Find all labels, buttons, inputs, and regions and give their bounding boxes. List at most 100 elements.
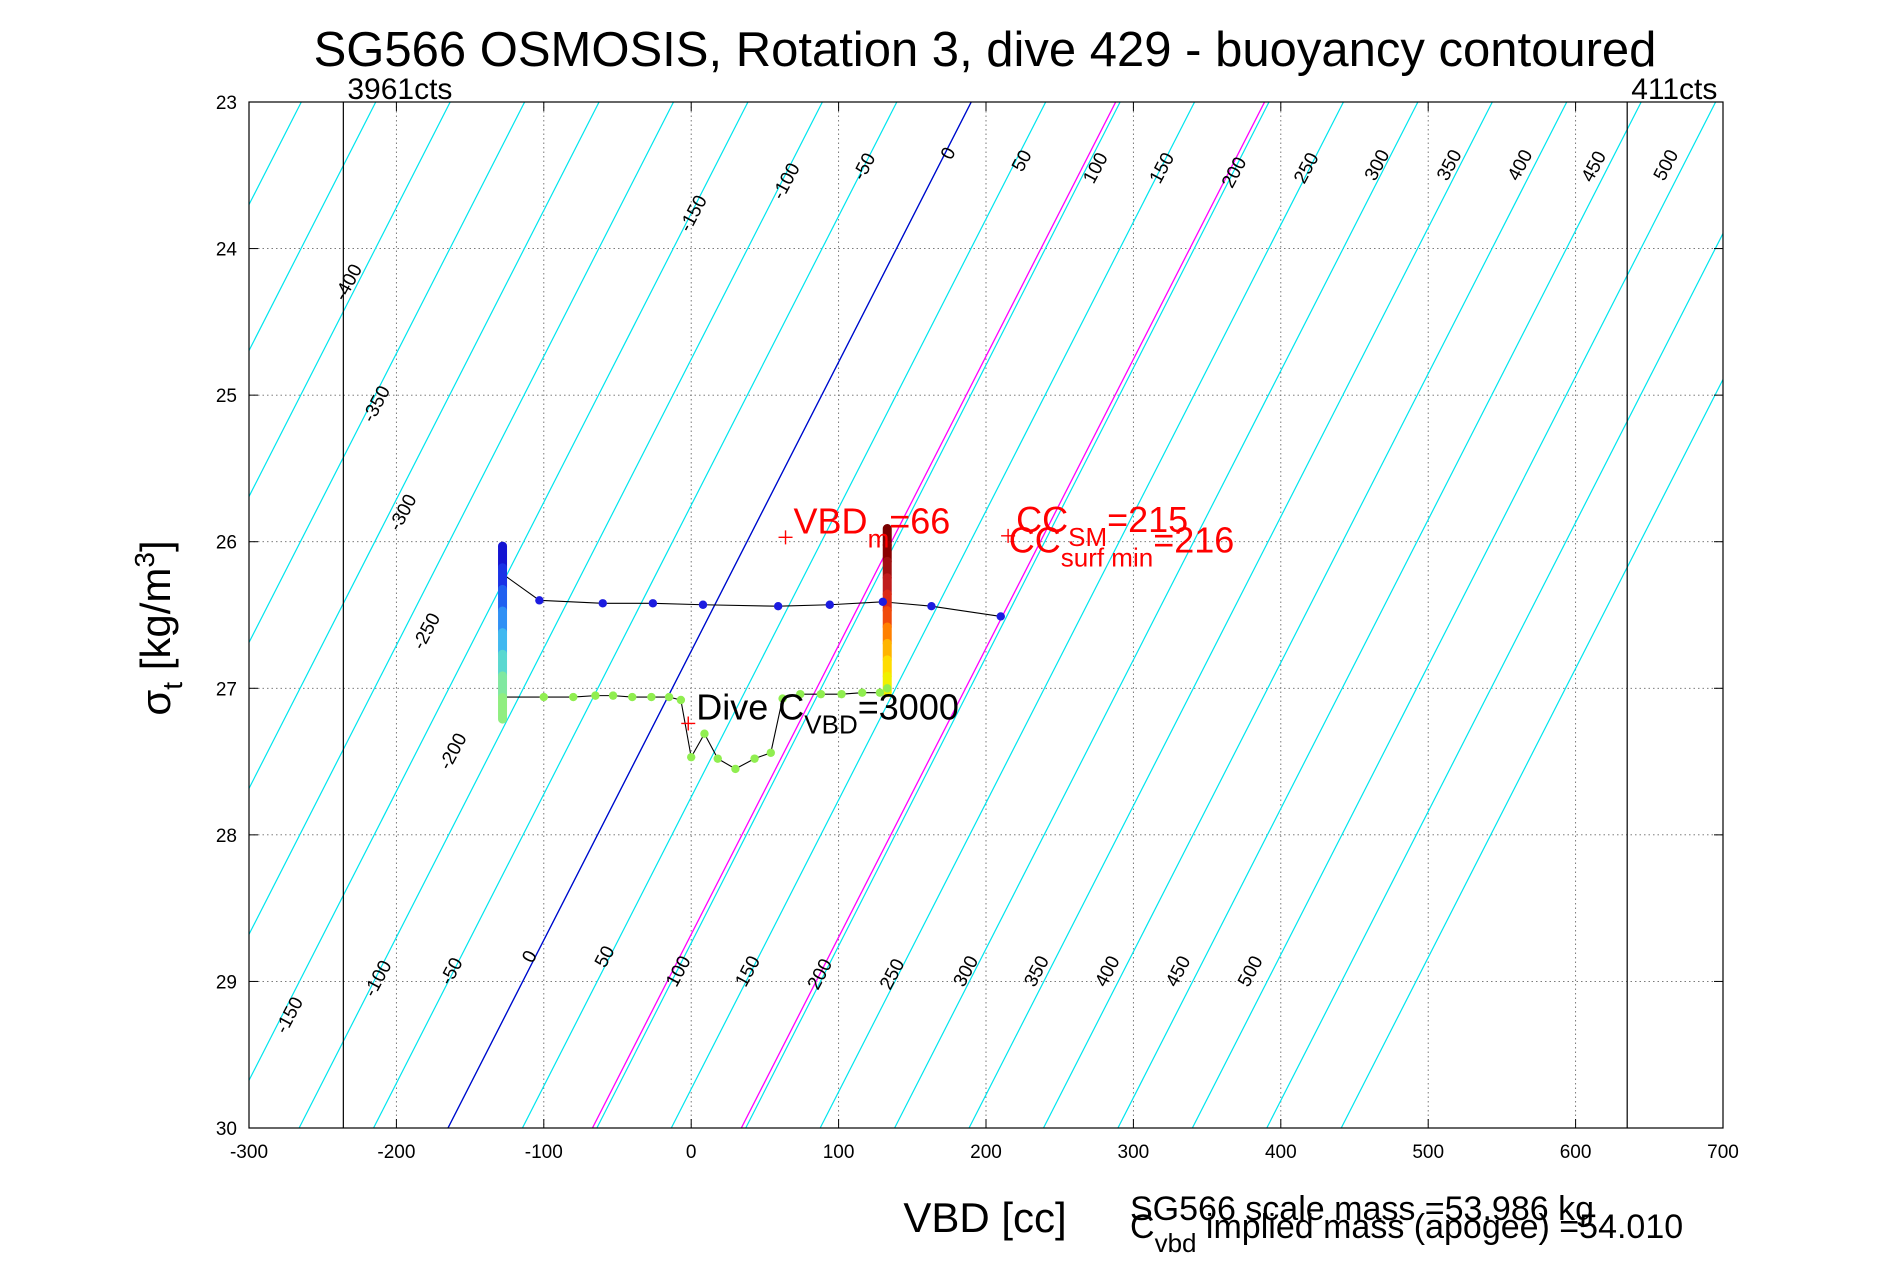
annotation-main: CC [1016,499,1068,540]
annotation-marker [1001,528,1016,543]
annotation-label: CCsurf min=216 [1009,519,1235,572]
data-point [766,748,775,757]
x-tick-label: 700 [1707,1142,1739,1163]
contour-line [249,102,675,936]
contour-line [596,102,1121,1128]
y-tick-label: 24 [216,240,238,261]
data-point [927,602,936,611]
annotation-subscript: VBD [804,709,857,739]
highlight-contour-line [447,102,972,1128]
data-point [539,692,548,702]
y-axis-ticks: 23 24 25 26 27 28 29 30 [216,93,1723,1140]
data-point [591,691,600,700]
data-point [676,695,686,705]
data-point [648,599,658,608]
count-line-label: 3961cts [347,73,452,106]
implied-mass-text: Cvbd implied mass (apogee) =54.010 [1130,1208,1683,1258]
contour-line [1266,232,1723,1128]
contour-line [249,102,377,352]
contour-line [1117,102,1642,1128]
annotation-main: VBD [794,500,868,541]
annotation-value: =216 [1153,519,1234,560]
annotation-main: Dive C [696,686,804,727]
y-axis-label-bracket: ] [132,540,179,552]
data-point [698,600,708,609]
y-tick-label: 28 [216,826,237,847]
x-axis-ticks: -300 -200 -100 0 100 200 300 400 500 600 700 [230,102,1739,1163]
contour-line [249,102,600,790]
dive-track-line [502,687,888,770]
data-point [778,694,787,703]
contour-line [894,102,1419,1128]
buoyancy-contours [249,102,1723,1128]
y-tick-label: 30 [216,1119,237,1140]
data-point [700,729,709,738]
annotation-main: CC [1009,519,1061,560]
y-tick-label: 25 [216,386,237,407]
x-tick-label: 100 [823,1142,855,1163]
contour-line [373,102,898,1128]
contour-line [968,102,1493,1128]
contour-line [249,102,451,498]
data-point [796,689,805,699]
contour-line [745,102,1270,1128]
contour-line [1191,102,1717,1128]
data-point [816,689,826,699]
highlight-contour-line [591,102,1117,1128]
annotation-label: CCSM=215 [1016,499,1188,552]
contour-line [670,102,1196,1128]
x-tick-label: 600 [1560,1142,1592,1163]
data-point [857,688,867,697]
annotation-value: =215 [1107,499,1188,540]
data-point [664,692,674,702]
data-markers [535,596,1005,774]
data-point [713,754,722,763]
data-point [731,764,740,774]
data-point [875,688,885,697]
annotation-label: VBDm=66 [794,500,951,553]
y-tick-label: 23 [216,93,237,114]
data-point [773,602,783,611]
data-point [750,754,759,763]
y-tick-label: 29 [216,972,237,993]
annotation-value: =3000 [858,686,959,727]
annotation-subscript: m [868,523,890,553]
x-tick-label: 400 [1265,1142,1297,1163]
contour-line [1042,102,1568,1128]
contour-line [1340,378,1723,1128]
data-point [569,692,578,702]
contour-line [298,102,823,1128]
count-line-label: 411cts [1631,73,1717,106]
x-tick-label: -300 [230,1142,268,1163]
data-point [996,612,1005,621]
annotation-label: Dive CVBD=3000 [696,686,959,739]
y-axis-label-symbol: σ [132,690,179,716]
y-axis-label: σt [kg/m3] [129,540,188,715]
x-tick-label: -100 [525,1142,563,1163]
contour-line [249,102,526,644]
x-axis-label: VBD [cc] [903,1194,1066,1241]
y-axis-label-superscript: 3 [129,552,160,568]
implied-mass-symbol: C [1130,1208,1155,1246]
x-tick-label: 500 [1412,1142,1444,1163]
annotation-value: =66 [889,500,950,541]
data-point [608,691,618,700]
chart-title: SG566 OSMOSIS, Rotation 3, dive 429 - bu… [314,23,1657,77]
x-tick-label: 0 [686,1142,697,1163]
data-point [825,600,834,609]
y-tick-label: 27 [216,679,237,700]
data-point [837,689,846,699]
data-point [878,597,888,607]
implied-mass-value: implied mass (apogee) =54.010 [1196,1208,1683,1246]
contour-line [819,102,1344,1128]
y-axis-label-unit: [kg/m [132,568,179,682]
dive-tracks [502,573,1001,770]
x-tick-label: 300 [1118,1142,1150,1163]
count-lines: 3961cts 411cts [342,73,1717,1128]
data-point [647,692,656,702]
data-point [687,752,696,762]
contour-line [521,102,1047,1128]
dive-track-line [502,573,1001,618]
